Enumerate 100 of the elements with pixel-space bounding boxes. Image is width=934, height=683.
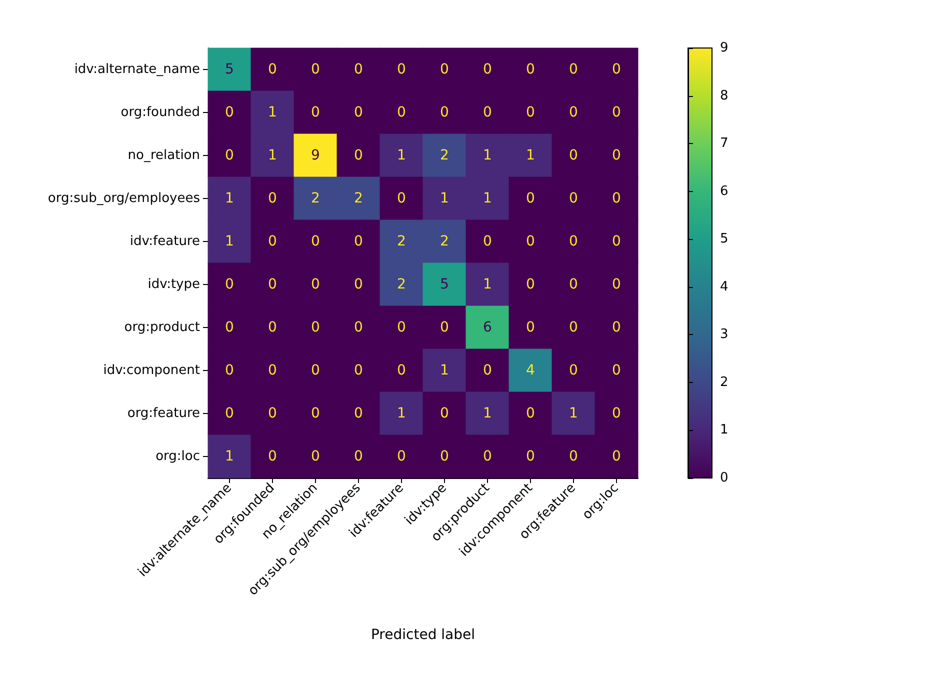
y-tick-label: org:founded	[120, 105, 200, 120]
data-label: 0	[569, 362, 578, 378]
y-tick-label: org:feature	[127, 406, 200, 421]
data-label: 1	[225, 234, 234, 250]
data-label: 0	[268, 406, 277, 422]
data-label: 0	[526, 190, 535, 206]
data-label: 0	[612, 276, 621, 292]
data-label: 0	[612, 406, 621, 422]
data-label: 0	[440, 62, 449, 78]
color-bar-label: 9	[720, 40, 728, 56]
data-label: 0	[354, 406, 363, 422]
color-bar-label: 1	[720, 422, 728, 438]
color-bar-label: 8	[720, 88, 728, 104]
data-label: 2	[397, 276, 406, 292]
data-label: 0	[397, 362, 406, 378]
data-label: 0	[397, 320, 406, 336]
data-label: 0	[225, 148, 234, 164]
data-label: 0	[311, 362, 320, 378]
data-label: 0	[268, 362, 277, 378]
data-label: 2	[354, 190, 363, 206]
data-label: 0	[268, 190, 277, 206]
data-label: 0	[225, 276, 234, 292]
data-label: 0	[225, 362, 234, 378]
data-label: 0	[612, 234, 621, 250]
data-label: 0	[311, 448, 320, 464]
data-label: 0	[483, 62, 492, 78]
data-label: 6	[483, 320, 492, 336]
data-label: 0	[569, 62, 578, 78]
data-label: 1	[440, 362, 449, 378]
data-label: 0	[440, 104, 449, 120]
data-label: 0	[311, 104, 320, 120]
data-label: 0	[354, 104, 363, 120]
data-label: 0	[225, 104, 234, 120]
data-label: 0	[311, 62, 320, 78]
data-label: 0	[526, 406, 535, 422]
data-label: 5	[440, 276, 449, 292]
data-label: 0	[612, 190, 621, 206]
data-label: 0	[354, 276, 363, 292]
data-label: 0	[612, 62, 621, 78]
color-bar-label: 5	[720, 232, 728, 247]
data-label: 0	[397, 104, 406, 120]
data-label: 0	[569, 276, 578, 292]
data-label: 0	[311, 234, 320, 250]
data-label: 1	[483, 406, 492, 422]
data-label: 0	[268, 234, 277, 250]
data-label: 0	[526, 448, 535, 464]
data-label: 0	[483, 234, 492, 250]
data-label: 1	[569, 406, 578, 422]
y-tick-label: idv:alternate_name	[74, 62, 200, 77]
data-label: 1	[268, 148, 277, 164]
data-label: 1	[483, 190, 492, 206]
data-label: 0	[569, 190, 578, 206]
y-tick-label: no_relation	[128, 148, 200, 163]
data-label: 1	[225, 190, 234, 206]
data-label: 0	[440, 406, 449, 422]
data-label: 0	[354, 362, 363, 378]
data-label: 0	[311, 320, 320, 336]
data-label: 0	[612, 104, 621, 120]
data-label: 0	[225, 406, 234, 422]
data-label: 2	[440, 148, 449, 164]
color-bar-label: 0	[720, 470, 728, 486]
data-label: 0	[311, 276, 320, 292]
color-bar-label: 4	[720, 279, 728, 294]
y-tick-label: org:product	[124, 320, 200, 335]
color-bar-label: 2	[720, 374, 728, 390]
data-label: 0	[526, 234, 535, 250]
data-label: 0	[569, 448, 578, 464]
data-label: 0	[612, 148, 621, 164]
data-label: 0	[225, 320, 234, 336]
data-label: 1	[483, 276, 492, 292]
data-label: 0	[268, 448, 277, 464]
data-label: 2	[311, 190, 320, 206]
data-label: 0	[612, 362, 621, 378]
data-label: 5	[225, 62, 234, 78]
data-label: 0	[354, 62, 363, 78]
data-label: 0	[483, 448, 492, 464]
data-label: 2	[397, 234, 406, 250]
data-label: 0	[397, 190, 406, 206]
y-tick-label: idv:feature	[130, 234, 200, 249]
data-label: 0	[569, 320, 578, 336]
y-tick-label: org:sub_org/employees	[48, 191, 200, 206]
data-label: 1	[397, 148, 406, 164]
data-label: 0	[612, 448, 621, 464]
data-label: 1	[440, 190, 449, 206]
data-label: 0	[569, 104, 578, 120]
data-label: 0	[268, 62, 277, 78]
data-label: 0	[483, 104, 492, 120]
data-label: 0	[526, 104, 535, 120]
data-label: 4	[526, 362, 536, 378]
data-label: 0	[569, 148, 578, 164]
data-label: 0	[483, 362, 492, 378]
data-label: 0	[526, 276, 535, 292]
data-label: 1	[526, 148, 535, 164]
data-label: 0	[397, 448, 406, 464]
data-label: 0	[526, 320, 535, 336]
data-label: 1	[397, 406, 406, 422]
data-label: 0	[354, 234, 363, 250]
data-label: 9	[311, 148, 320, 164]
data-label: 0	[526, 62, 535, 78]
data-label: 0	[268, 320, 277, 336]
